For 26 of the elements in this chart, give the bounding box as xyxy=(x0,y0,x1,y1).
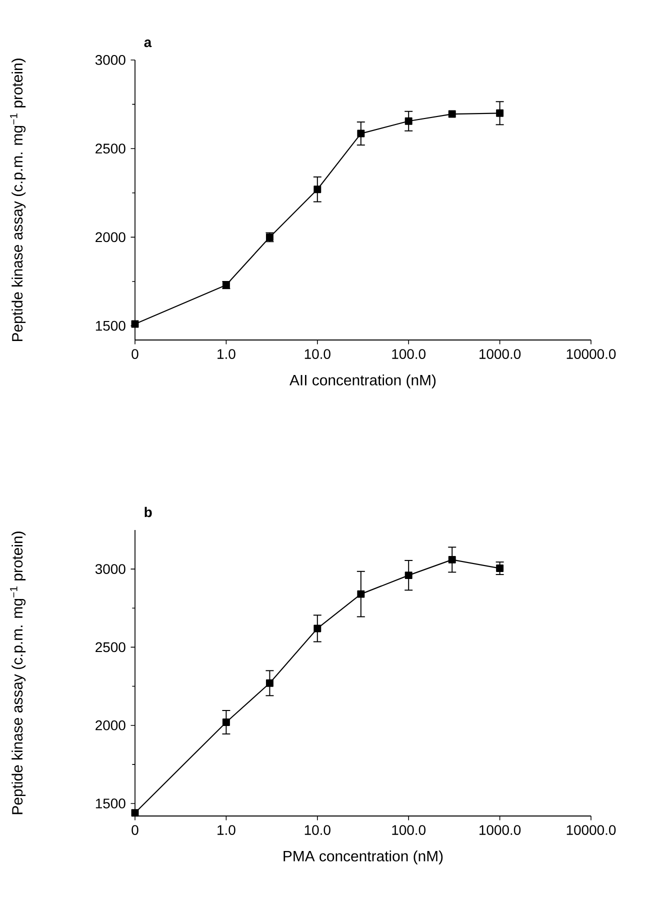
x-tick-label: 0 xyxy=(132,825,138,835)
y-axis-title: Peptide kinase assay (c.p.m. mg$^{−1}$ protein) xyxy=(10,58,26,342)
y-tick-label: 1500 xyxy=(96,798,126,808)
y-tick-label: 2500 xyxy=(96,144,126,154)
y-tick-label: 2000 xyxy=(96,720,126,730)
x-tick-label: 10000.0 xyxy=(566,349,616,359)
x-tick-label: 100.0 xyxy=(392,349,426,359)
x-tick-label: 1000.0 xyxy=(480,349,521,359)
x-tick-label: 1000.0 xyxy=(480,825,521,835)
x-tick-label: 100.0 xyxy=(392,825,426,835)
y-tick-label: 3000 xyxy=(95,564,126,574)
x-tick-label: 10.0 xyxy=(304,349,330,359)
y-tick-label: 2500 xyxy=(96,642,126,652)
x-tick-label: 1.0 xyxy=(218,349,236,359)
y-axis-title: Peptide kinase assay (c.p.m. mg$^{−1}$ protein) xyxy=(10,532,26,814)
x-tick-label: 1.0 xyxy=(218,825,236,835)
chart-title: b xyxy=(144,506,152,518)
y-tick-label: 3000 xyxy=(95,55,126,65)
x-axis-title: PMA concentration (nM) xyxy=(284,850,443,864)
x-tick-label: 10000.0 xyxy=(566,825,616,835)
y-tick-label: 2000 xyxy=(96,232,126,242)
y-tick-label: 1500 xyxy=(96,320,126,331)
x-tick-label: 10.0 xyxy=(304,825,330,835)
x-tick-label: 0 xyxy=(132,349,138,359)
chart-title: a xyxy=(144,40,152,48)
x-axis-title: AII concentration (nM) xyxy=(290,374,436,388)
